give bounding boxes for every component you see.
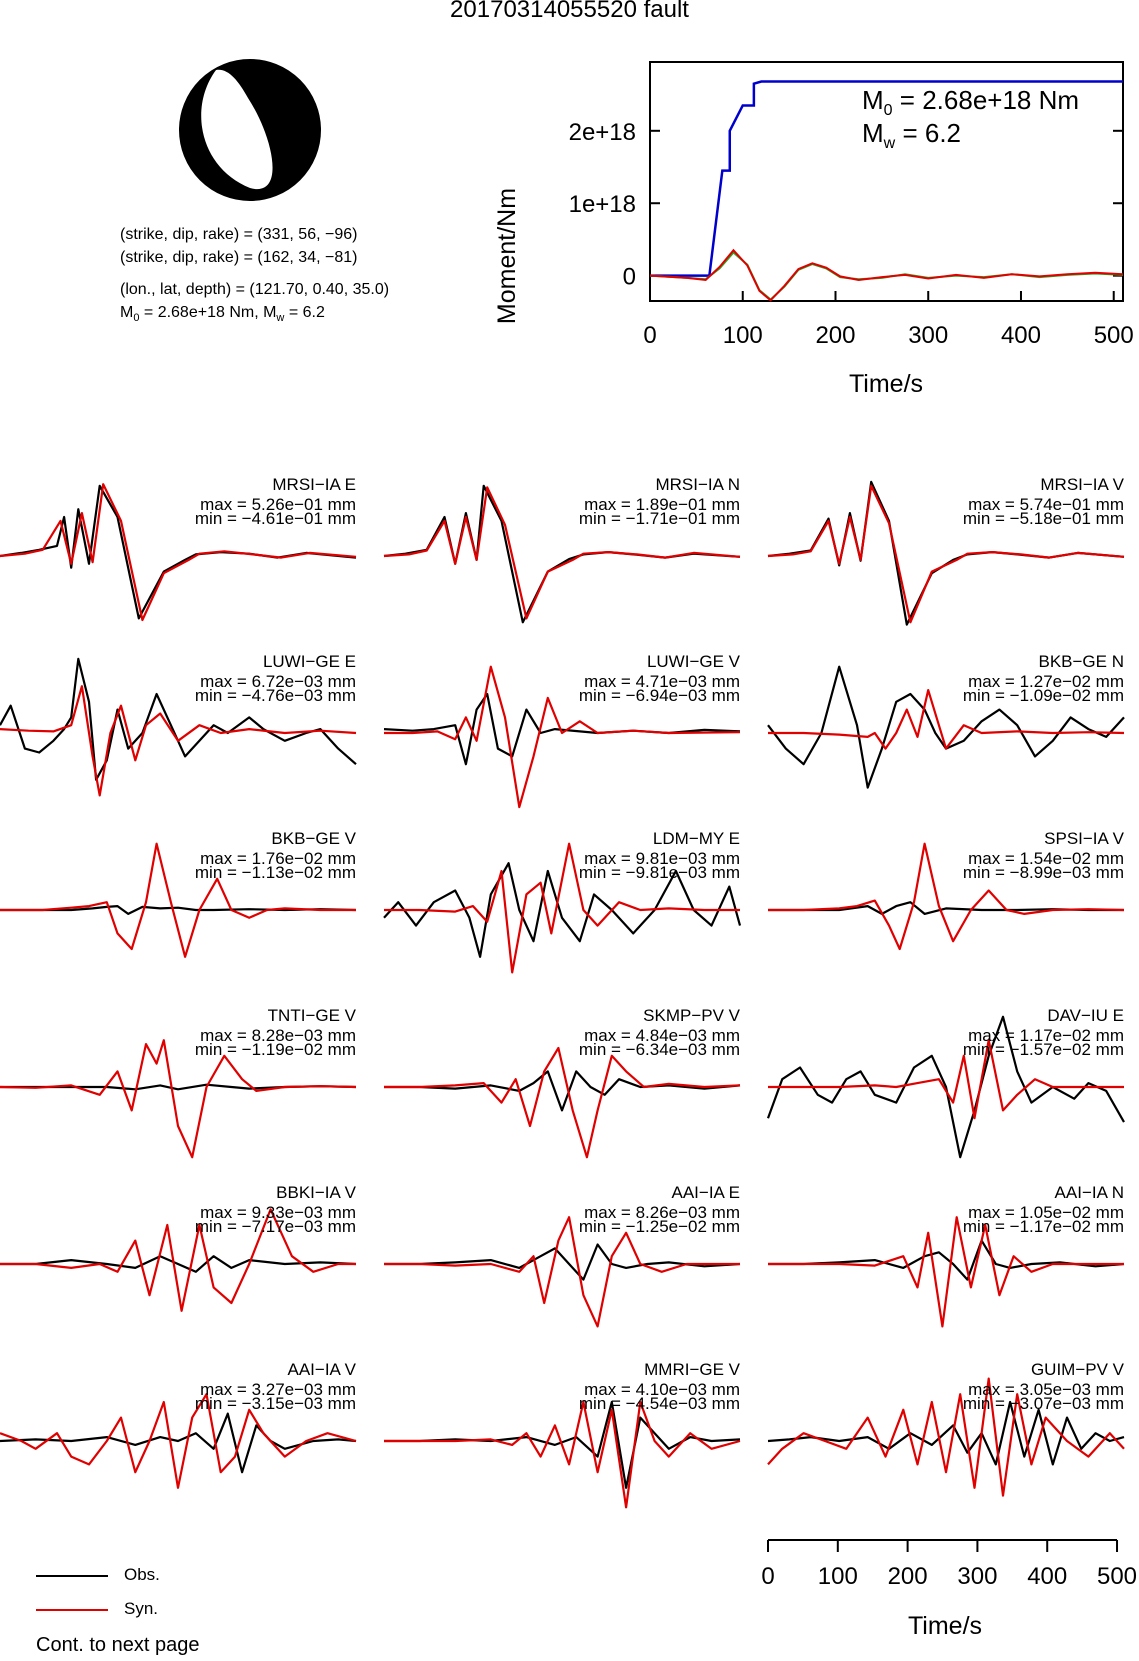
synthetic-waveform: [384, 842, 740, 974]
waveform-panel: [768, 1216, 1125, 1328]
mw-subscript: w: [276, 312, 285, 325]
moment-xtick-label: 300: [908, 322, 948, 349]
synthetic-waveform: [384, 1216, 740, 1328]
bottom-xtick-label: 0: [761, 1563, 774, 1590]
waveform-panel: [384, 1400, 741, 1509]
moment-m0-annotation: M0 = 2.68e+18 Nm: [862, 85, 1079, 119]
bottom-xlabel: Time/s: [908, 1612, 982, 1640]
synthetic-waveform: [0, 842, 356, 958]
waveform-panel: [383, 665, 741, 809]
moment-ylabel: Moment/Nm: [493, 188, 521, 324]
synthetic-waveform: [768, 689, 1125, 750]
observed-waveform: [383, 692, 741, 766]
moment-xtick-label: 400: [1001, 322, 1041, 349]
legend-lines: [36, 1575, 108, 1611]
bottom-xtick-label: 300: [957, 1563, 997, 1590]
legend-syn-label: Syn.: [124, 1599, 159, 1618]
bottom-xtick-label: 200: [888, 1563, 928, 1590]
mw-value: = 6.2: [284, 304, 325, 321]
m0-symbol: M: [120, 304, 134, 321]
waveform-grid: [0, 480, 1125, 1509]
waveform-panel: [767, 665, 1125, 789]
observed-waveform: [767, 665, 1125, 789]
synthetic-waveform: [384, 1046, 741, 1159]
synthetic-waveform: [0, 1208, 356, 1312]
observed-waveform: [0, 1255, 357, 1273]
observed-waveform: [768, 1239, 1125, 1281]
waveform-panel: [384, 1046, 741, 1159]
waveform-panel: [767, 1377, 1125, 1497]
moment-xlabel: Time/s: [849, 370, 923, 398]
legend-obs-label: Obs.: [124, 1565, 160, 1584]
observed-waveform: [384, 1243, 741, 1281]
observed-waveform: [766, 1015, 1125, 1159]
moment-xtick-label: 200: [815, 322, 855, 349]
moment-ytick-label: 0: [623, 264, 636, 291]
waveform-panel: [766, 1015, 1125, 1159]
moment-series-line: [649, 248, 1124, 302]
waveform-panel: [0, 1039, 357, 1159]
moment-mw-annotation: Mw = 6.2: [862, 118, 961, 152]
waveform-panel: [384, 1216, 741, 1328]
observed-waveform: [768, 901, 1124, 915]
synthetic-waveform: [0, 483, 357, 622]
location-depth: (lon., lat, depth) = (121.70, 0.40, 35.0…: [120, 281, 390, 298]
synthetic-waveform: [0, 1393, 357, 1489]
synthetic-waveform: [0, 685, 357, 797]
bottom-xtick-label: 400: [1027, 1563, 1067, 1590]
bottom-xtick-label: 500: [1097, 1563, 1137, 1590]
observed-waveform: [0, 657, 357, 781]
observed-waveform: [767, 1400, 1125, 1466]
observed-waveform: [0, 1412, 357, 1474]
waveform-panel: [0, 657, 357, 797]
moment-chart-frame: [649, 61, 1124, 302]
synthetic-waveform: [767, 1377, 1125, 1497]
synthetic-waveform: [384, 665, 741, 809]
waveform-panel: [0, 483, 357, 622]
moment-xtick-label: 100: [723, 322, 763, 349]
moment-ytick-label: 2e+18: [569, 119, 636, 146]
page-title: 20170314055520 fault: [450, 0, 689, 23]
synthetic-waveform: [768, 842, 1125, 951]
waveform-panel: [383, 842, 742, 974]
moment-xtick-label: 0: [643, 322, 656, 349]
waveform-panel: [768, 842, 1125, 951]
waveform-panel: [0, 1393, 357, 1489]
nodal-plane-2: (strike, dip, rake) = (162, 34, −81): [120, 249, 358, 266]
synthetic-waveform: [767, 484, 1125, 624]
moment-xtick-label: 500: [1094, 322, 1134, 349]
synthetic-waveform: [768, 1039, 1124, 1120]
waveform-panel: [0, 842, 357, 958]
moment-series-line: [650, 80, 1123, 277]
moment-ytick-label: 1e+18: [569, 191, 636, 218]
observed-waveform: [383, 862, 742, 958]
moment-chart: 0 100 200 300 400 500 0 1e+18 2e+18 Moment/Nm Ti…: [493, 61, 1134, 398]
m0-subscript: 0: [133, 312, 140, 325]
beachball-icon: [179, 59, 321, 201]
synthetic-waveform: [383, 486, 741, 620]
waveform-panel: [0, 1208, 357, 1312]
moment-magnitude-line: M0 = 2.68e+18 Nm, Mw = 6.2: [120, 304, 325, 324]
observed-waveform: [0, 484, 357, 620]
observed-waveform: [384, 1070, 741, 1112]
m0-value: = 2.68e+18 Nm, M: [139, 304, 277, 321]
waveform-panel: [767, 480, 1125, 626]
continuation-note: Cont. to next page: [36, 1634, 200, 1656]
synthetic-waveform: [0, 1039, 357, 1159]
bottom-xtick-label: 100: [818, 1563, 858, 1590]
synthetic-waveform: [768, 1216, 1124, 1328]
nodal-plane-1: (strike, dip, rake) = (331, 56, −96): [120, 226, 358, 243]
synthetic-waveform: [384, 1400, 741, 1509]
bottom-time-axis: 0 100 200 300 400 500 Time/s: [761, 1539, 1137, 1640]
waveform-panel: [383, 484, 741, 624]
